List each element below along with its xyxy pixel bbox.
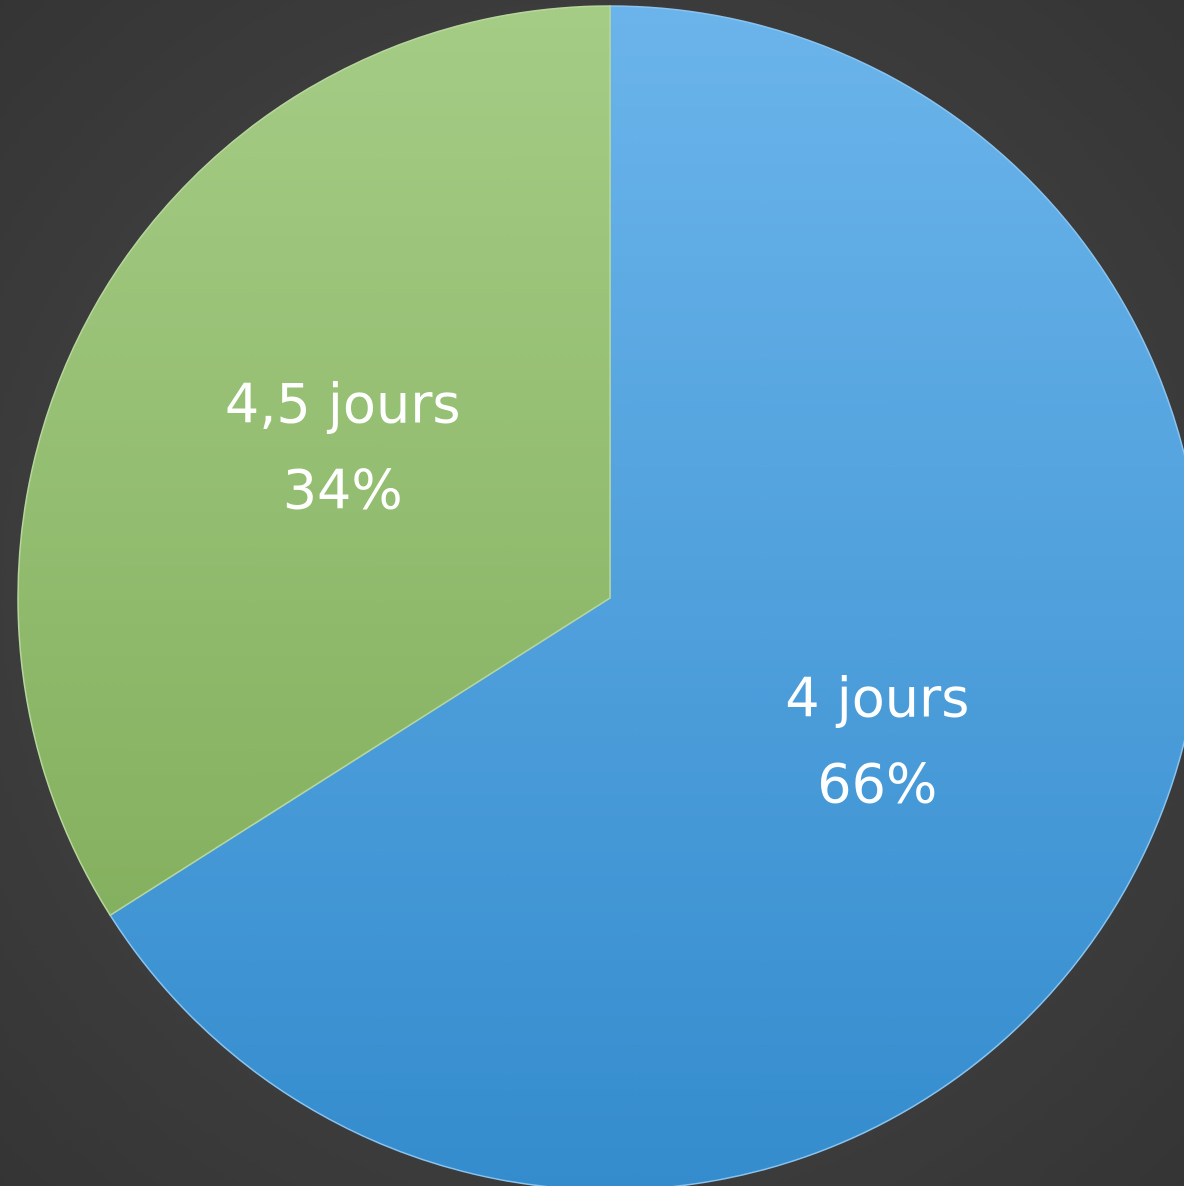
slice-category-label: 4,5 jours [225, 373, 461, 436]
slice-value-label: 66% [817, 753, 937, 816]
pie-slice [109, 5, 1184, 1186]
slice-value-label: 34% [283, 459, 403, 522]
pie-slice [17, 5, 611, 917]
slice-category-label: 4 jours [785, 667, 969, 730]
